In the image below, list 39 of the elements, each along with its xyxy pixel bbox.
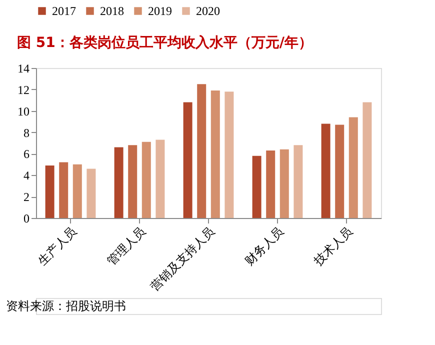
bar — [72, 164, 82, 218]
x-tick-label: 营销及支持人员 — [148, 224, 217, 294]
y-tick-label: 4 — [24, 168, 30, 183]
bar — [266, 150, 276, 218]
legend-label: 2018 — [100, 4, 124, 18]
bar — [156, 140, 165, 218]
x-tick-label: 技术人员 — [310, 224, 355, 269]
bar — [348, 117, 358, 218]
legend-label: 2017 — [52, 4, 76, 18]
y-tick-label: 2 — [24, 190, 30, 204]
bar — [224, 92, 234, 218]
bar — [294, 145, 303, 218]
bar — [252, 156, 262, 218]
bar — [183, 102, 192, 218]
legend-label: 2019 — [148, 4, 172, 18]
y-tick-label: 6 — [24, 147, 30, 162]
bar — [86, 168, 96, 218]
bar — [114, 147, 124, 218]
bar — [335, 124, 344, 218]
bar — [210, 90, 220, 218]
bar — [197, 84, 206, 218]
x-tick-label: 管理人员 — [104, 224, 148, 268]
bar — [59, 162, 68, 218]
y-tick-label: 14 — [18, 62, 30, 76]
bar — [321, 124, 330, 218]
x-tick-label: 生产人员 — [35, 224, 79, 268]
y-tick-label: 8 — [24, 126, 30, 140]
bar — [128, 145, 138, 218]
x-tick-label: 财务人员 — [242, 224, 286, 268]
y-tick-label: 0 — [24, 212, 30, 226]
text: 资料来源：招股说明书 — [6, 299, 126, 313]
legend-label: 2020 — [196, 4, 220, 18]
bar — [280, 149, 289, 218]
bar — [362, 102, 372, 218]
y-tick-label: 12 — [18, 82, 30, 97]
bar — [142, 142, 151, 218]
y-tick-label: 10 — [18, 104, 30, 118]
bar — [45, 166, 54, 218]
chart-title: 图 51：各类岗位员工平均收入水平（万元/年） — [17, 35, 312, 51]
